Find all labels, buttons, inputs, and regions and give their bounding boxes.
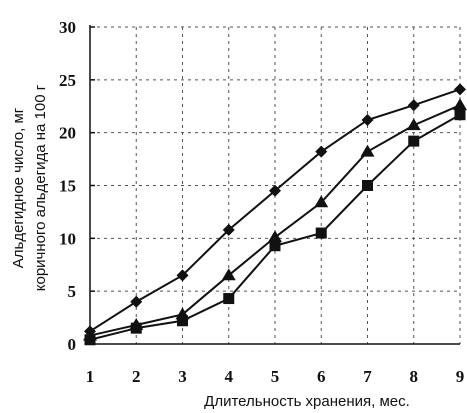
square-marker-6 [315,227,327,239]
y-tick-label-15: 15 [59,177,76,196]
diamond-marker-2 [130,295,143,308]
diamond-marker-6 [315,145,328,158]
y-axis-label-line-1: Альдегидное число, мг [10,107,27,268]
triangle-marker-8 [406,118,421,131]
triangle-marker-7 [360,144,375,157]
x-tick-label-5: 5 [271,367,280,386]
x-tick-label-6: 6 [317,367,326,386]
triangle-marker-6 [314,195,329,208]
y-tick-label-0: 0 [68,335,77,354]
y-tick-labels: 0 5 10 15 20 25 30 [59,18,76,354]
diamond-marker-4 [222,223,235,236]
diamond-marker-7 [361,113,374,126]
y-tick-label-5: 5 [68,282,77,301]
triangle-marker-9 [453,98,467,111]
x-tick-label-8: 8 [410,367,419,386]
y-tick-label-20: 20 [59,124,76,143]
series [83,83,467,346]
diamond-marker-3 [176,269,189,282]
x-tick-label-4: 4 [225,367,234,386]
square-marker-3 [177,315,188,327]
diamond-marker-8 [407,99,420,112]
y-tick-label-10: 10 [59,229,76,248]
square-marker-4 [223,293,235,305]
x-tick-label-3: 3 [178,367,187,386]
diamond-marker-5 [269,184,281,197]
series-square [84,109,466,346]
x-tick-label-7: 7 [363,367,372,386]
triangle-marker-5 [268,230,282,243]
x-tick-label-2: 2 [132,367,141,386]
x-tick-label-1: 1 [86,367,95,386]
square-marker-9 [454,109,466,121]
y-axis-label-line-2: коричного альдегида на 100 г [32,84,49,291]
x-axis-label: Длительность хранения, мес. [204,393,410,410]
axes [89,25,460,345]
square-marker-8 [408,135,420,147]
x-tick-labels: 1 2 3 4 5 6 7 8 9 [86,367,465,386]
square-marker-1 [84,334,96,346]
square-marker-7 [362,180,373,191]
square-marker-2 [130,322,142,334]
triangle-marker-4 [221,268,236,281]
y-tick-label-25: 25 [59,71,76,90]
diamond-marker-9 [454,83,466,96]
x-tick-label-9: 9 [456,367,465,386]
series-diamond [84,83,466,338]
y-tick-label-30: 30 [59,18,76,37]
square-marker-5 [269,240,281,252]
